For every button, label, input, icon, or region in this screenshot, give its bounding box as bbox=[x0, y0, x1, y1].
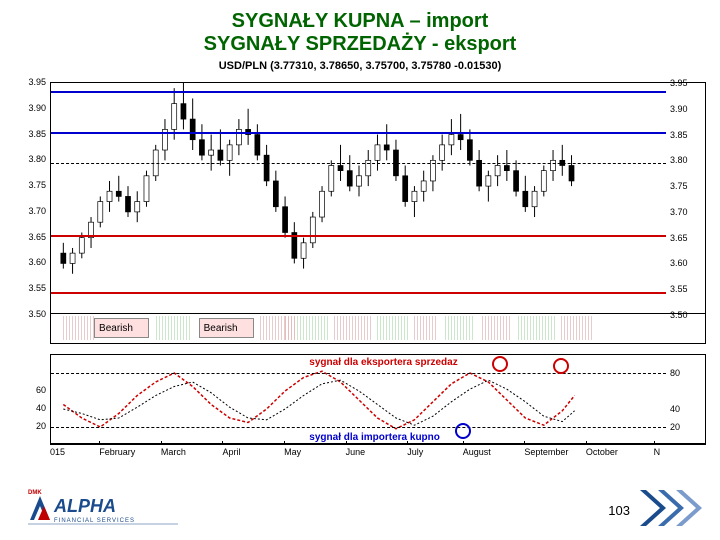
x-axis-label: July bbox=[407, 447, 423, 457]
oscillator-annotation: sygnał dla importera kupno bbox=[309, 432, 440, 443]
chart-title: USD/PLN (3.77310, 3.78650, 3.75700, 3.75… bbox=[8, 60, 712, 72]
alpha-logo: DMK ALPHA FINANCIAL SERVICES bbox=[28, 486, 178, 526]
oscillator-annotation: sygnał dla eksportera sprzedaz bbox=[309, 357, 457, 368]
x-axis-label: September bbox=[524, 447, 568, 457]
x-axis-label: August bbox=[463, 447, 491, 457]
sentiment-panel: Bearish Bearish bbox=[50, 314, 666, 344]
chart-container: USD/PLN (3.77310, 3.78650, 3.75700, 3.75… bbox=[8, 60, 712, 460]
sentiment-label: Bearish bbox=[199, 318, 254, 338]
x-axis-label: 015 bbox=[50, 447, 65, 457]
x-axis-label: May bbox=[284, 447, 301, 457]
signal-circle bbox=[553, 358, 569, 374]
price-right-axis: 3.503.553.603.653.703.753.803.853.903.95 bbox=[666, 82, 706, 314]
page-number: 103 bbox=[608, 503, 630, 518]
heading-line2: SYGNAŁY SPRZEDAŻY - eksport bbox=[204, 33, 517, 55]
logo-sub-text: FINANCIAL SERVICES bbox=[54, 518, 135, 524]
x-axis: 015 February March April May June July August Se… bbox=[50, 444, 706, 462]
sentiment-right-border bbox=[666, 314, 706, 344]
logo-brand-text: ALPHA bbox=[53, 496, 116, 516]
price-panel bbox=[50, 82, 666, 314]
oscillator-left-axis: 204060 bbox=[8, 354, 50, 444]
footer: DMK ALPHA FINANCIAL SERVICES 103 bbox=[0, 480, 720, 540]
x-axis-label: October bbox=[586, 447, 618, 457]
oscillator-panel: sygnał dla eksportera sprzedaz sygnał dla… bbox=[50, 354, 666, 444]
x-axis-label: March bbox=[161, 447, 186, 457]
page-heading: SYGNAŁY KUPNA – import SYGNAŁY SPRZEDAŻY… bbox=[0, 0, 720, 60]
candlestick-svg bbox=[51, 83, 667, 315]
x-axis-label: February bbox=[99, 447, 135, 457]
sentiment-label: Bearish bbox=[94, 318, 149, 338]
x-axis-label: N bbox=[654, 447, 661, 457]
signal-circle bbox=[492, 356, 508, 372]
chevrons-icon bbox=[636, 486, 708, 530]
x-axis-label: June bbox=[346, 447, 366, 457]
signal-circle bbox=[455, 423, 471, 439]
price-left-axis: 3.503.553.603.653.703.753.803.853.903.95 bbox=[8, 82, 50, 314]
logo-top-text: DMK bbox=[28, 490, 42, 496]
heading-line1: SYGNAŁY KUPNA – import bbox=[232, 10, 489, 32]
x-axis-label: April bbox=[222, 447, 240, 457]
oscillator-right-axis: 204080 bbox=[666, 354, 706, 444]
